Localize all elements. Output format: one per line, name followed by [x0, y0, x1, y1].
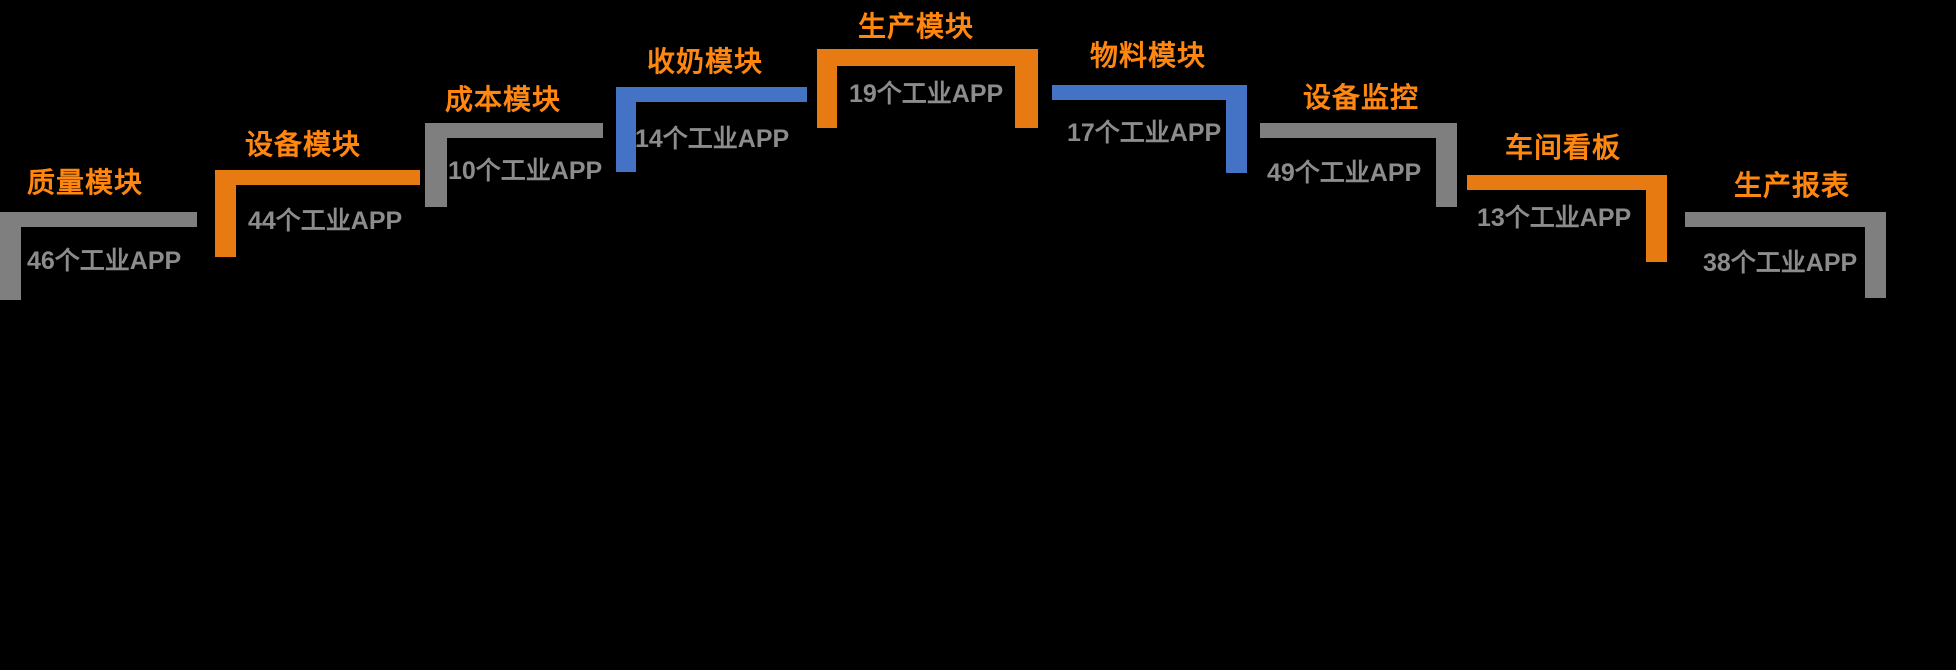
step-left-leg [817, 49, 837, 128]
step-leg [1226, 85, 1247, 173]
step-leg [616, 87, 636, 172]
step-bar [1052, 85, 1247, 100]
step-up-arrow-icon [574, 86, 605, 109]
step-bar [817, 49, 1038, 66]
step-down-arrow-icon [1685, 173, 1715, 198]
step-leg [1436, 123, 1457, 207]
step-leg [1865, 212, 1886, 298]
step-label: 生产报表 [1734, 170, 1851, 201]
step-label: 成本模块 [445, 84, 562, 115]
step-label: 生产模块 [858, 11, 975, 42]
step-count: 38个工业APP [1703, 249, 1858, 277]
step-label: 物料模块 [1090, 40, 1207, 71]
step-label: 质量模块 [27, 167, 144, 198]
step-count: 14个工业APP [635, 125, 790, 153]
step-down-arrow-icon [1262, 85, 1292, 110]
step-bar [1260, 123, 1457, 138]
step-count: 49个工业APP [1267, 159, 1422, 187]
step-count: 17个工业APP [1067, 119, 1222, 147]
step-label: 设备模块 [245, 129, 362, 160]
step-count: 13个工业APP [1477, 204, 1632, 232]
step-leg [0, 212, 21, 300]
step-count: 46个工业APP [27, 247, 182, 275]
step-label: 车间看板 [1505, 132, 1622, 163]
step-down-arrow-icon [1052, 48, 1082, 73]
step-leg [1646, 175, 1667, 262]
step-leg [425, 123, 447, 207]
step-bar [1685, 212, 1886, 227]
step-up-arrow-icon [777, 51, 808, 74]
step-bar [1467, 175, 1667, 190]
step-bar [425, 123, 603, 138]
step-bar [0, 212, 197, 227]
step-label: 收奶模块 [647, 46, 764, 77]
step-leg [215, 170, 236, 257]
step-bar [215, 170, 420, 185]
step-right-leg [1015, 49, 1038, 128]
step-bar [616, 87, 807, 102]
step-up-arrow-icon [163, 172, 194, 195]
step-up-arrow-icon [378, 133, 409, 156]
step-label: 设备监控 [1303, 82, 1420, 113]
step-down-arrow-icon [1463, 135, 1493, 160]
step-count: 44个工业APP [248, 207, 403, 235]
step-count: 19个工业APP [849, 80, 1004, 108]
step-count: 10个工业APP [448, 157, 603, 185]
